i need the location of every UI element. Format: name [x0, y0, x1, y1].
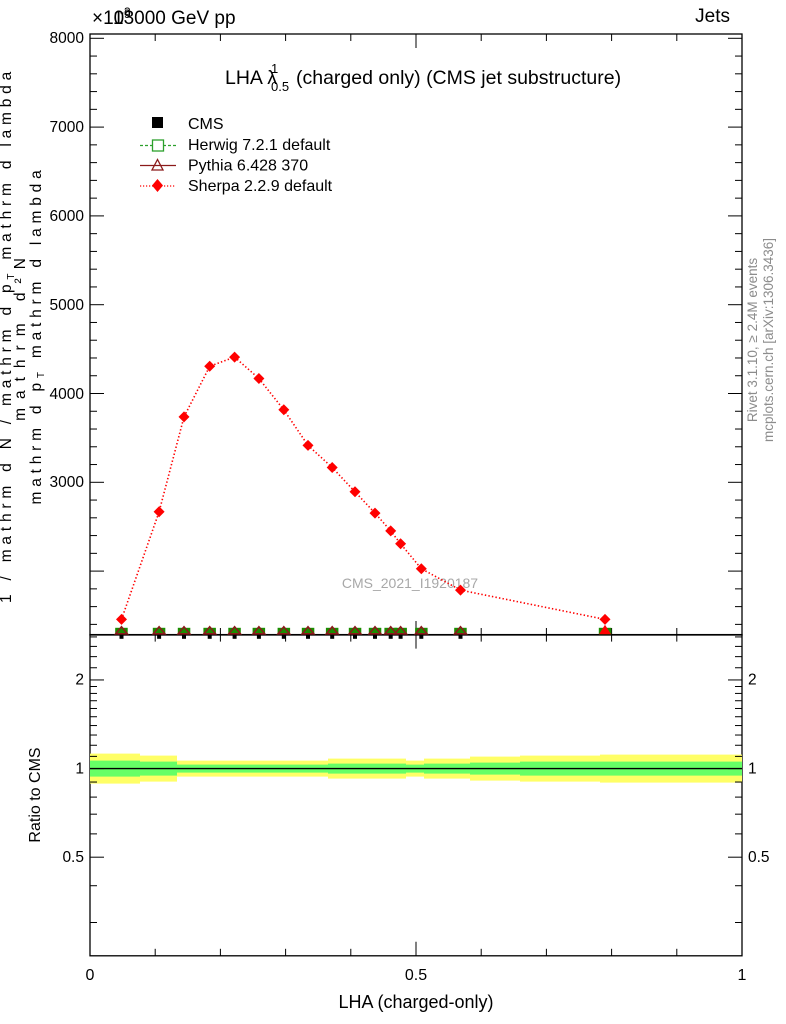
svg-text:7000: 7000: [50, 119, 85, 136]
svg-text:0.5: 0.5: [62, 849, 84, 866]
svg-text:6000: 6000: [50, 208, 85, 225]
svg-text:mcplots.cern.ch [arXiv:1306.34: mcplots.cern.ch [arXiv:1306.3436]: [761, 238, 776, 442]
svg-text:Rivet 3.1.10, ≥ 2.4M events: Rivet 3.1.10, ≥ 2.4M events: [745, 258, 760, 422]
svg-text:0: 0: [86, 967, 95, 984]
svg-text:(charged only) (CMS jet substr: (charged only) (CMS jet substructure): [296, 67, 621, 89]
svg-text:1: 1: [75, 761, 84, 778]
svg-text:Ratio to CMS: Ratio to CMS: [27, 747, 44, 842]
svg-text:8000: 8000: [50, 30, 85, 47]
svg-text:3000: 3000: [50, 474, 85, 491]
svg-text:Pythia 6.428 370: Pythia 6.428 370: [188, 158, 308, 175]
svg-text:0.5: 0.5: [405, 967, 427, 984]
svg-text:2: 2: [748, 672, 757, 689]
svg-text:0.5: 0.5: [748, 849, 770, 866]
svg-text:1 / mathrm d N / mathrm d pT m: 1 / mathrm d N / mathrm d pT mathrm d la…: [0, 67, 17, 603]
svg-text:Sherpa 2.2.9 default: Sherpa 2.2.9 default: [188, 178, 333, 195]
svg-text:13000 GeV pp: 13000 GeV pp: [113, 8, 236, 29]
svg-text:5000: 5000: [50, 297, 85, 314]
svg-text:4000: 4000: [50, 386, 85, 403]
svg-text:1: 1: [748, 761, 757, 778]
svg-text:1: 1: [738, 967, 747, 984]
svg-text:LHA (charged-only): LHA (charged-only): [338, 992, 493, 1012]
svg-text:CMS: CMS: [188, 116, 224, 133]
svg-text:LHA λ: LHA λ: [225, 67, 277, 89]
svg-text:1: 1: [271, 61, 278, 76]
svg-text:Herwig 7.2.1 default: Herwig 7.2.1 default: [188, 137, 331, 154]
svg-text:mathrm d pT mathrm d lambda: mathrm d pT mathrm d lambda: [28, 165, 47, 504]
svg-text:Jets: Jets: [695, 6, 730, 27]
svg-text:0.5: 0.5: [271, 79, 289, 94]
svg-text:2: 2: [75, 672, 84, 689]
